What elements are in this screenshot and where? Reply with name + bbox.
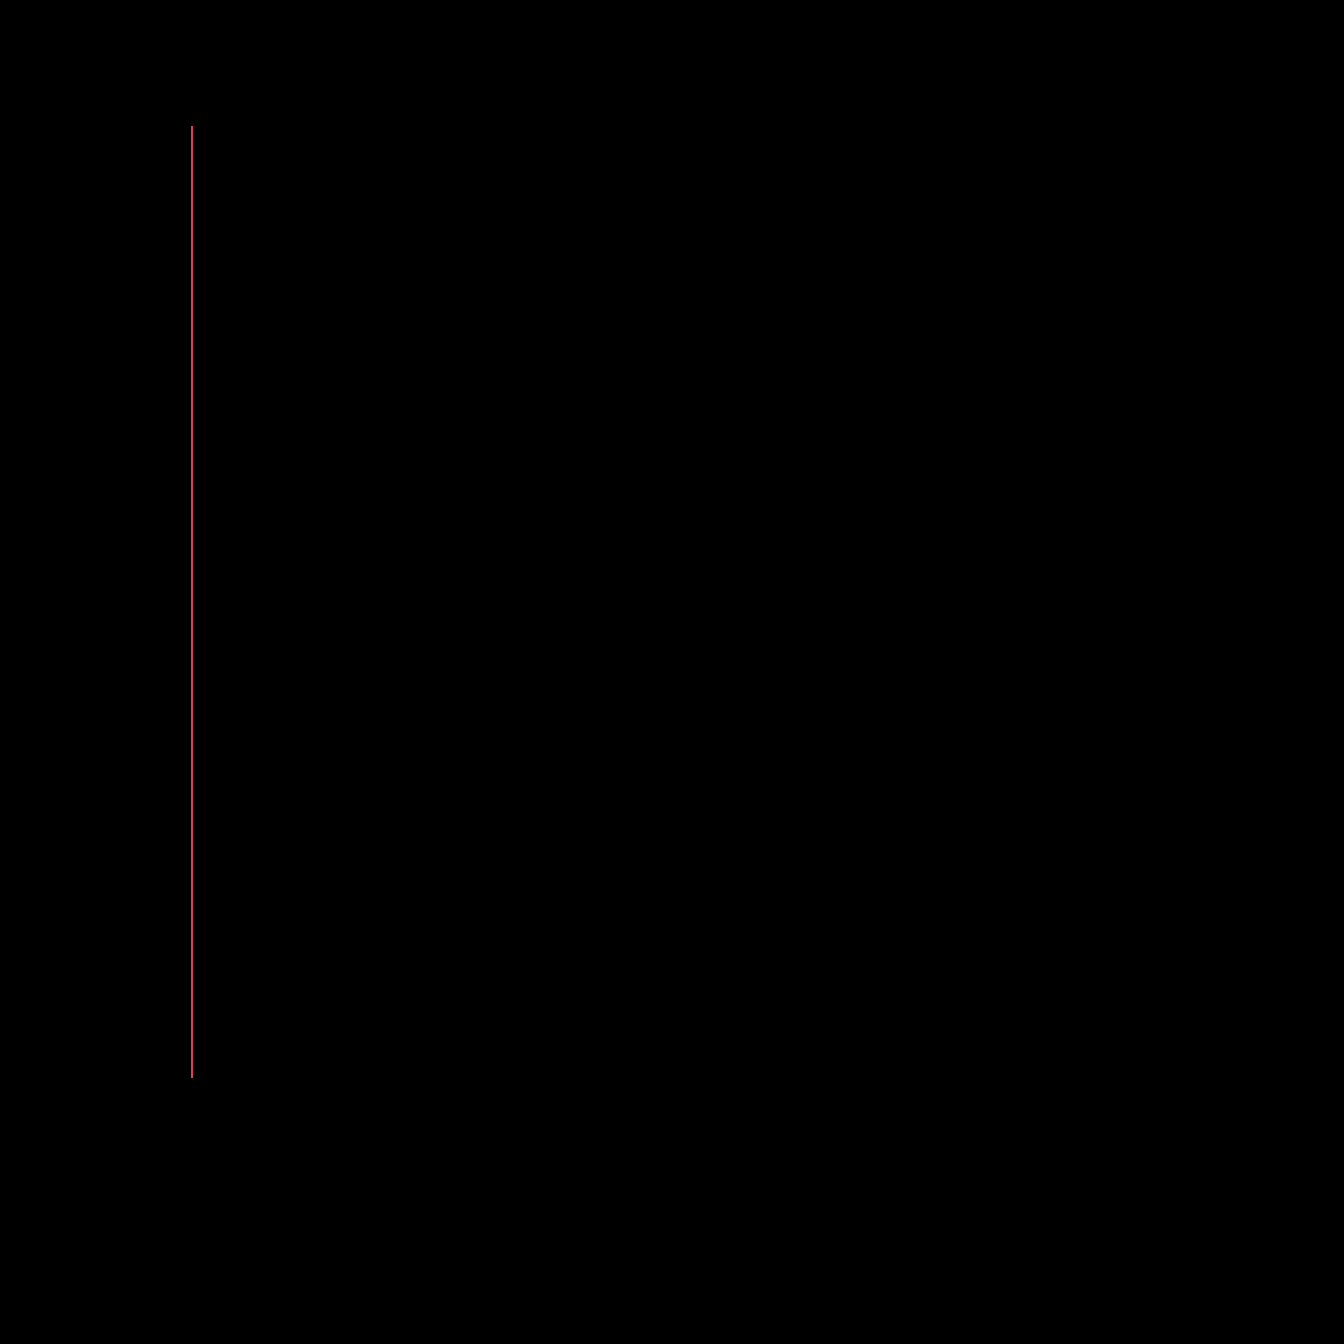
figure-canvas — [0, 0, 1344, 1344]
background — [0, 0, 1344, 1344]
vertical-line — [191, 126, 193, 1078]
